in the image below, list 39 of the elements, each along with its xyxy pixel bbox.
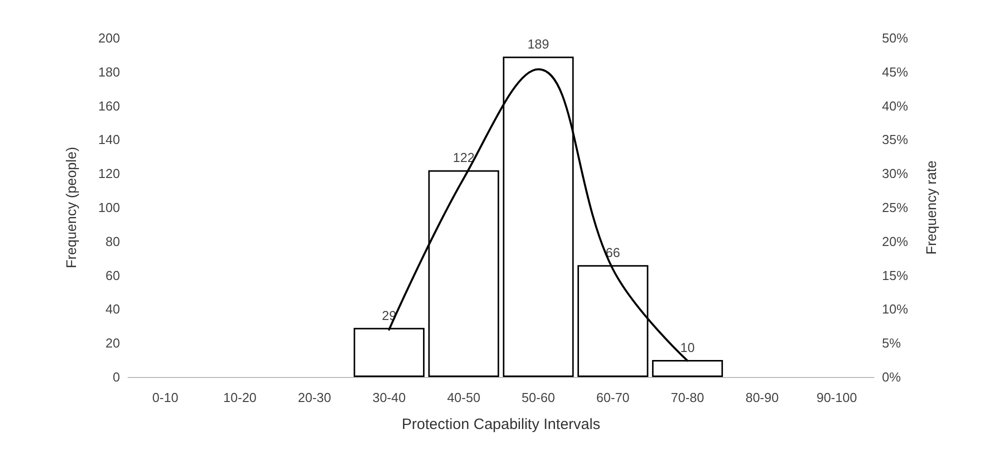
x-tick-label: 40-50 [447, 390, 480, 405]
y2-tick-label: 35% [882, 132, 908, 148]
y2-tick-label: 10% [882, 302, 908, 317]
x-tick-label: 20-30 [298, 390, 332, 405]
y-tick-label: 200 [98, 30, 120, 46]
y-tick-label: 40 [106, 302, 120, 317]
y-tick-label: 20 [106, 336, 120, 351]
y2-tick-label: 45% [882, 64, 908, 80]
x-tick-label: 80-90 [745, 390, 779, 405]
y-tick-label: 80 [106, 234, 120, 249]
y-tick-label: 100 [98, 200, 120, 215]
y2-tick-label: 30% [882, 166, 908, 182]
x-tick-label: 0-10 [152, 390, 178, 405]
x-tick-label: 10-20 [223, 390, 257, 405]
x-tick-label: 60-70 [596, 390, 630, 405]
y2-tick-label: 5% [882, 336, 902, 351]
y-tick-label: 180 [98, 64, 120, 80]
y-axis-title: Frequency (people) [63, 146, 79, 268]
data-label: 189 [527, 36, 550, 52]
x-tick-label: 50-60 [522, 390, 555, 405]
y2-tick-label: 40% [882, 98, 908, 114]
x-tick-label: 70-80 [670, 390, 704, 405]
x-tick-label: 30-40 [372, 390, 406, 405]
y-tick-label: 140 [98, 132, 120, 148]
y2-tick-label: 25% [882, 200, 908, 215]
y2-tick-label: 50% [882, 30, 908, 46]
y-tick-label: 120 [98, 166, 120, 182]
x-tick-label: 90-100 [816, 390, 857, 405]
data-label: 10 [680, 340, 695, 356]
y-tick-label: 160 [98, 98, 120, 114]
y2-tick-label: 15% [882, 268, 908, 283]
data-label: 66 [606, 245, 620, 260]
y2-tick-label: 0% [882, 370, 902, 384]
data-label: 122 [452, 150, 475, 166]
x-axis-title: Protection Capability Intervals [402, 416, 600, 433]
y-tick-label: 0 [112, 370, 120, 384]
y2-tick-label: 20% [882, 234, 908, 249]
y2-axis-title: Frequency rate [923, 160, 939, 255]
y-tick-label: 60 [106, 268, 120, 283]
